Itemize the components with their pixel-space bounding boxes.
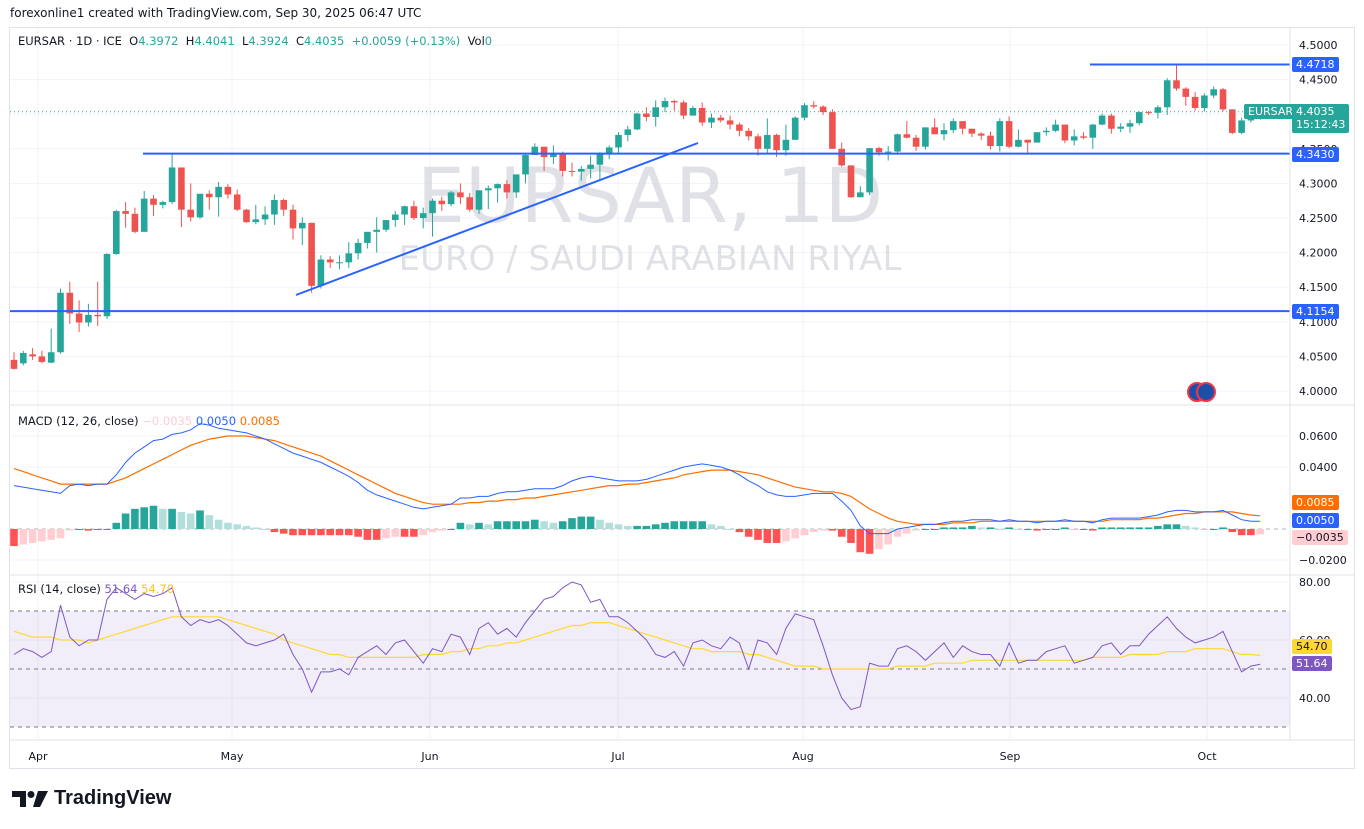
svg-text:Apr: Apr [28,750,48,763]
svg-text:40.00: 40.00 [1299,692,1331,705]
tradingview-logo[interactable]: TradingView [12,787,171,810]
svg-text:Jul: Jul [610,750,624,763]
svg-text:4.2500: 4.2500 [1299,212,1338,225]
svg-text:Oct: Oct [1197,750,1217,763]
grid-lines [10,28,1290,740]
svg-text:0.0400: 0.0400 [1299,461,1338,474]
legend-volume: 0 [484,34,493,48]
level-tag-lower-support: 4.1154 [1292,304,1339,319]
brand-name: TradingView [54,787,172,809]
rsi-ma-tag: 54.70 [1292,639,1332,654]
svg-text:Sep: Sep [1000,750,1021,763]
bar-countdown: 15:12:43 [1296,118,1346,131]
macd-legend[interactable]: MACD (12, 26, close) −0.0035 0.0050 0.00… [18,414,280,428]
rsi-pane [10,581,1290,728]
legend-close: 4.4035 [304,34,345,48]
chart-credit: forexonline1 created with TradingView.co… [10,6,422,20]
macd-pane [10,423,1290,554]
legend-exchange: ICE [103,34,122,48]
svg-text:Jun: Jun [420,750,438,763]
rsi-title: RSI (14, close) [18,582,101,596]
legend-high: 4.4041 [194,34,235,48]
svg-text:4.5000: 4.5000 [1299,39,1338,52]
level-tag-resistance: 4.4718 [1292,57,1339,72]
svg-text:4.1000: 4.1000 [1299,316,1338,329]
svg-text:4.4500: 4.4500 [1299,74,1338,87]
svg-text:4.0500: 4.0500 [1299,350,1338,363]
legend-open: 4.3972 [138,34,179,48]
chart-frame [9,27,1355,769]
last-price-symbol-tag: EURSAR [1244,104,1297,119]
macd-signal-tag: 0.0085 [1292,495,1339,510]
svg-text:80.00: 80.00 [1299,576,1331,589]
svg-text:4.2000: 4.2000 [1299,247,1338,260]
price-candles [10,64,1264,370]
macd-signal-value: 0.0085 [239,414,280,428]
svg-text:Aug: Aug [792,750,813,763]
legend-low: 4.3924 [248,34,289,48]
drawings-layer[interactable] [10,63,1290,313]
legend-interval: 1D [76,34,93,48]
macd-hist-tag: −0.0035 [1292,530,1348,545]
svg-text:EURO / SAUDI ARABIAN RIYAL: EURO / SAUDI ARABIAN RIYAL [399,239,902,279]
macd-title: MACD (12, 26, close) [18,414,139,428]
legend-change: +0.0059 (+0.13%) [351,34,461,48]
rsi-ma-value: 54.70 [141,582,175,596]
macd-hist-value: −0.0035 [142,414,193,428]
eu-flag-event-icon-2[interactable] [1196,382,1216,402]
tradingview-logo-icon [12,790,48,807]
rsi-legend[interactable]: RSI (14, close) 51.64 54.70 [18,582,174,596]
svg-text:−0.0200: −0.0200 [1299,554,1347,567]
level-tag-support: 4.3430 [1292,147,1339,162]
rsi-value: 51.64 [104,582,138,596]
last-price-tag: 4.4035 15:12:43 [1292,104,1350,133]
svg-text:EURSAR, 1D: EURSAR, 1D [417,151,883,240]
svg-text:4.0000: 4.0000 [1299,385,1338,398]
legend-symbol[interactable]: EURSAR [18,34,66,48]
symbol-legend: EURSAR · 1D · ICE O4.3972 H4.4041 L4.392… [18,34,493,48]
macd-tag: 0.0050 [1292,513,1339,528]
svg-text:4.1500: 4.1500 [1299,281,1338,294]
macd-value: 0.0050 [195,414,237,428]
svg-text:May: May [221,750,244,763]
svg-text:4.3000: 4.3000 [1299,177,1338,190]
rsi-tag: 51.64 [1292,656,1332,671]
svg-text:0.0600: 0.0600 [1299,430,1338,443]
